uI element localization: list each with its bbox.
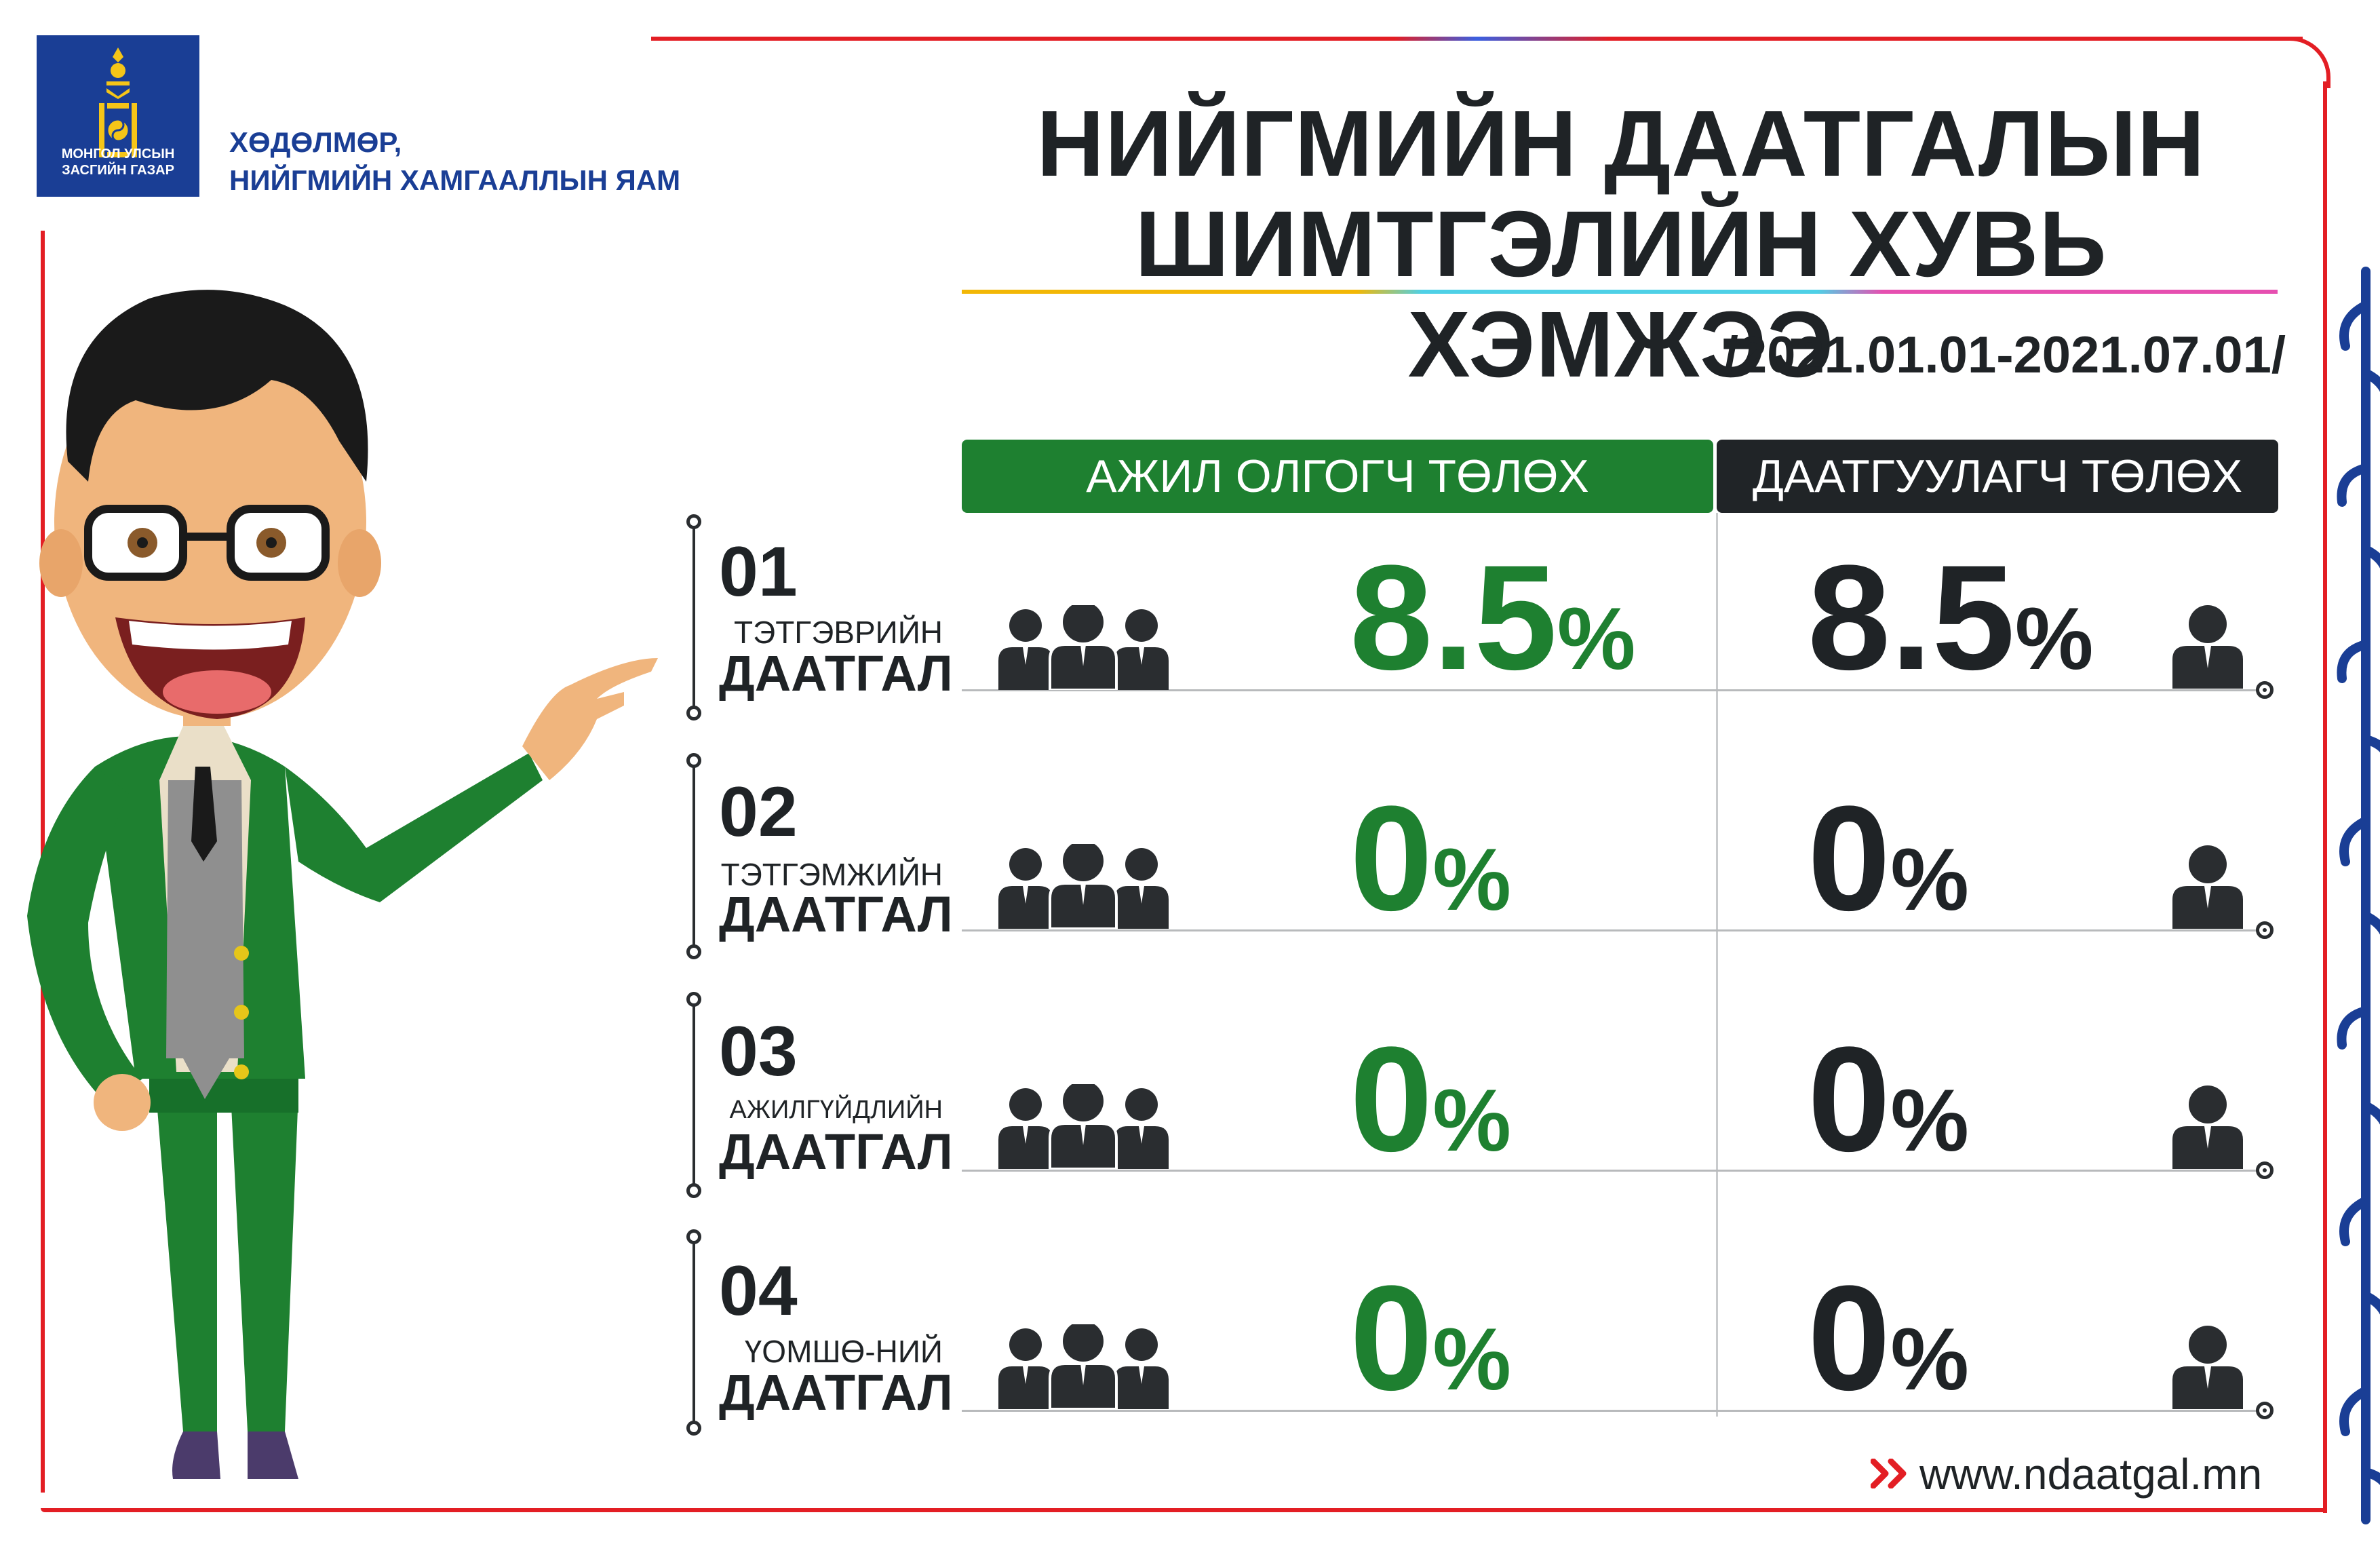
ministry-name: ХӨДӨЛМӨР, НИЙГМИЙН ХАМГААЛЛЫН ЯАМ	[229, 123, 680, 199]
row-number: 01	[719, 533, 798, 611]
soyombo-icon	[99, 47, 137, 157]
insured-rate: 8.5%	[1808, 543, 2093, 713]
insured-rate-value: 0	[1808, 1016, 1891, 1183]
timeline-segment	[692, 999, 695, 1190]
people-group-icon	[998, 605, 1169, 690]
row-label-big: ДААТГАЛ	[719, 886, 953, 942]
employer-rate: 0%	[1350, 784, 1511, 954]
row-label-big: ДААТГАЛ	[719, 1123, 953, 1180]
website-link[interactable]: www.ndaatgal.mn	[1919, 1450, 2263, 1499]
ministry-line1: ХӨДӨЛМӨР,	[229, 126, 402, 158]
row-number: 02	[719, 773, 798, 851]
row-label-small: ҮОМШӨ-НИЙ	[744, 1334, 943, 1369]
timeline-dot	[686, 1421, 701, 1436]
row-end-dot	[2256, 1161, 2274, 1179]
row-label-small: ТЭТГЭВРИЙН	[734, 615, 943, 650]
insured-rate: 0%	[1808, 784, 1969, 954]
frame-bottom-line	[41, 1508, 2326, 1512]
timeline-segment	[692, 1236, 695, 1427]
employer-rate-value: 0	[1350, 1016, 1433, 1183]
timeline-dot	[686, 1183, 701, 1198]
row-number: 04	[719, 1252, 798, 1330]
row-line	[962, 929, 2271, 931]
row-end-dot	[2256, 1402, 2274, 1419]
row-end-dot	[2256, 921, 2274, 939]
page-title: НИЙГМИЙН ДААТГАЛЫН ШИМТГЭЛИЙН ХУВЬ ХЭМЖЭ…	[956, 94, 2286, 395]
percent-sign: %	[1432, 1309, 1511, 1408]
employer-rate: 0%	[1350, 1024, 1511, 1195]
employer-rate: 8.5%	[1350, 543, 1635, 713]
row-label-big: ДААТГАЛ	[719, 645, 953, 701]
insured-rate-value: 0	[1808, 1254, 1891, 1421]
percent-sign: %	[2014, 589, 2094, 688]
logo-caption-line1: МОНГОЛ УЛСЫН	[61, 147, 175, 161]
row-line	[962, 1170, 2271, 1172]
insured-header: ДААТГУУЛАГЧ ТӨЛӨХ	[1717, 440, 2278, 513]
percent-sign: %	[1890, 830, 1969, 929]
person-icon	[2172, 845, 2243, 929]
title-underline	[962, 290, 2278, 294]
timeline-dot	[686, 992, 701, 1007]
double-chevron-right-icon	[1871, 1459, 1907, 1488]
frame-right-line	[2323, 81, 2327, 1513]
employer-rate: 0%	[1350, 1263, 1511, 1434]
employer-rate-value: 8.5	[1350, 534, 1557, 701]
government-logo	[37, 35, 199, 197]
column-divider	[1716, 513, 1718, 1417]
logo-caption-line2: ЗАСГИЙН ГАЗАР	[62, 163, 174, 178]
title-line2: ШИМТГЭЛИЙН ХУВЬ ХЭМЖЭЭ	[1135, 192, 2107, 397]
timeline-segment	[692, 760, 695, 951]
row-end-dot	[2256, 681, 2274, 699]
percent-sign: %	[1890, 1309, 1969, 1408]
employer-header: АЖИЛ ОЛГОГЧ ТӨЛӨХ	[962, 440, 1713, 513]
timeline-dot	[686, 944, 701, 959]
percent-sign: %	[1432, 1071, 1511, 1170]
timeline-dot	[686, 753, 701, 768]
row-line	[962, 1410, 2271, 1412]
insured-rate-value: 0	[1808, 775, 1891, 942]
people-group-icon	[998, 1084, 1169, 1169]
person-icon	[2172, 1085, 2243, 1169]
insured-rate: 0%	[1808, 1024, 1969, 1195]
frame-top-line	[651, 37, 2303, 41]
row-number: 03	[719, 1012, 798, 1091]
cartoon-man-illustration	[27, 290, 658, 1479]
row-line	[962, 689, 2271, 691]
insured-rate: 0%	[1808, 1263, 1969, 1434]
person-icon	[2172, 605, 2243, 689]
row-label-small: ТЭТГЭМЖИЙН	[720, 857, 943, 892]
employer-rate-value: 0	[1350, 1254, 1433, 1421]
percent-sign: %	[1432, 830, 1511, 929]
insured-rate-value: 8.5	[1808, 534, 2015, 701]
frame-corner	[2279, 37, 2330, 88]
employer-rate-value: 0	[1350, 775, 1433, 942]
timeline-dot	[686, 1229, 701, 1244]
percent-sign: %	[1890, 1071, 1969, 1170]
people-group-icon	[998, 844, 1169, 929]
person-icon	[2172, 1326, 2243, 1409]
logo-caption: МОНГОЛ УЛСЫН ЗАСГИЙН ГАЗАР	[37, 146, 199, 178]
mongolian-script-decoration	[2337, 267, 2380, 1524]
title-line1: НИЙГМИЙН ДААТГАЛЫН	[1036, 92, 2206, 196]
timeline-segment	[692, 521, 695, 712]
timeline-dot	[686, 514, 701, 529]
period-label: /2021.01.01-2021.07.01/	[1723, 326, 2286, 384]
ministry-line2: НИЙГМИЙН ХАМГААЛЛЫН ЯАМ	[229, 164, 681, 196]
row-label-big: ДААТГАЛ	[719, 1364, 953, 1421]
timeline-dot	[686, 706, 701, 720]
row-label-small: АЖИЛГҮЙДЛИЙН	[729, 1096, 943, 1124]
people-group-icon	[998, 1324, 1169, 1409]
percent-sign: %	[1557, 589, 1636, 688]
